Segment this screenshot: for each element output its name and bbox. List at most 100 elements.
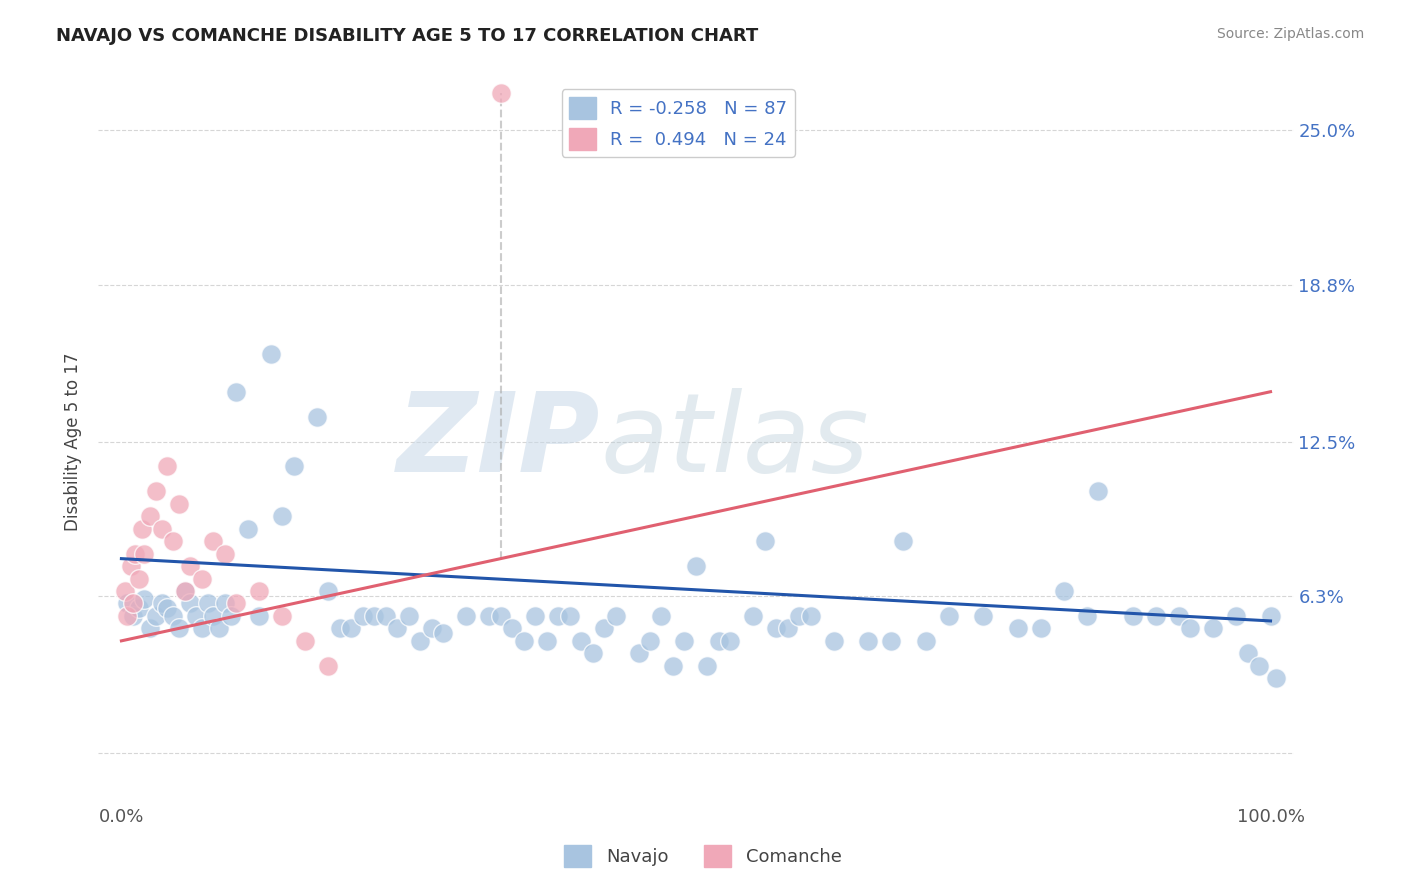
Point <box>271 609 294 624</box>
Point <box>720 633 742 648</box>
Point <box>128 601 150 615</box>
Point <box>294 633 316 648</box>
Point <box>316 658 339 673</box>
Point <box>1202 621 1225 635</box>
Point <box>191 572 214 586</box>
Point <box>179 597 201 611</box>
Point <box>742 609 765 624</box>
Point <box>208 621 231 635</box>
Point <box>156 459 179 474</box>
Point <box>225 384 247 399</box>
Point <box>260 347 283 361</box>
Point <box>114 584 136 599</box>
Point <box>1265 671 1288 685</box>
Point <box>271 509 294 524</box>
Text: ZIP: ZIP <box>396 388 600 495</box>
Point <box>139 509 162 524</box>
Text: Source: ZipAtlas.com: Source: ZipAtlas.com <box>1216 27 1364 41</box>
Point <box>512 633 534 648</box>
Point <box>134 591 156 606</box>
Point <box>219 609 242 624</box>
Point <box>225 597 247 611</box>
Point <box>145 484 167 499</box>
Point <box>363 609 385 624</box>
Point <box>409 633 432 648</box>
Point <box>131 522 153 536</box>
Point <box>754 534 776 549</box>
Point <box>707 633 730 648</box>
Point <box>1076 609 1098 624</box>
Point <box>134 547 156 561</box>
Point <box>150 522 173 536</box>
Point <box>283 459 305 474</box>
Point <box>789 609 811 624</box>
Point <box>938 609 960 624</box>
Point <box>214 547 236 561</box>
Point <box>456 609 478 624</box>
Point <box>214 597 236 611</box>
Point <box>696 658 718 673</box>
Point <box>385 621 409 635</box>
Point <box>398 609 420 624</box>
Point <box>858 633 880 648</box>
Point <box>122 609 145 624</box>
Point <box>1225 609 1247 624</box>
Point <box>167 621 190 635</box>
Point <box>605 609 627 624</box>
Point <box>329 621 352 635</box>
Point <box>162 534 184 549</box>
Point <box>236 522 259 536</box>
Point <box>524 609 547 624</box>
Legend: R = -0.258   N = 87, R =  0.494   N = 24: R = -0.258 N = 87, R = 0.494 N = 24 <box>561 89 794 157</box>
Point <box>150 597 173 611</box>
Legend: Navajo, Comanche: Navajo, Comanche <box>557 838 849 874</box>
Point <box>662 658 685 673</box>
Point <box>374 609 396 624</box>
Point <box>120 559 142 574</box>
Point <box>139 621 162 635</box>
Point <box>247 609 270 624</box>
Point <box>124 547 146 561</box>
Point <box>1167 609 1189 624</box>
Point <box>627 646 650 660</box>
Point <box>1236 646 1258 660</box>
Point <box>638 633 661 648</box>
Point <box>432 626 454 640</box>
Point <box>673 633 696 648</box>
Point <box>202 534 225 549</box>
Point <box>1247 658 1270 673</box>
Point <box>1029 621 1052 635</box>
Point <box>501 621 523 635</box>
Point <box>122 597 145 611</box>
Point <box>650 609 672 624</box>
Point <box>128 572 150 586</box>
Point <box>1122 609 1144 624</box>
Point <box>536 633 558 648</box>
Point <box>173 584 195 599</box>
Point <box>547 609 569 624</box>
Point <box>145 609 167 624</box>
Point <box>593 621 616 635</box>
Point <box>340 621 363 635</box>
Point <box>115 597 138 611</box>
Point <box>489 86 512 100</box>
Point <box>1178 621 1201 635</box>
Y-axis label: Disability Age 5 to 17: Disability Age 5 to 17 <box>65 352 83 531</box>
Point <box>352 609 374 624</box>
Point <box>914 633 936 648</box>
Point <box>800 609 823 624</box>
Point <box>569 633 592 648</box>
Point <box>1260 609 1282 624</box>
Point <box>167 497 190 511</box>
Point <box>316 584 339 599</box>
Point <box>823 633 845 648</box>
Point <box>880 633 903 648</box>
Point <box>478 609 501 624</box>
Point <box>197 597 219 611</box>
Point <box>115 609 138 624</box>
Point <box>247 584 270 599</box>
Point <box>1144 609 1167 624</box>
Point <box>489 609 512 624</box>
Point <box>179 559 201 574</box>
Point <box>891 534 914 549</box>
